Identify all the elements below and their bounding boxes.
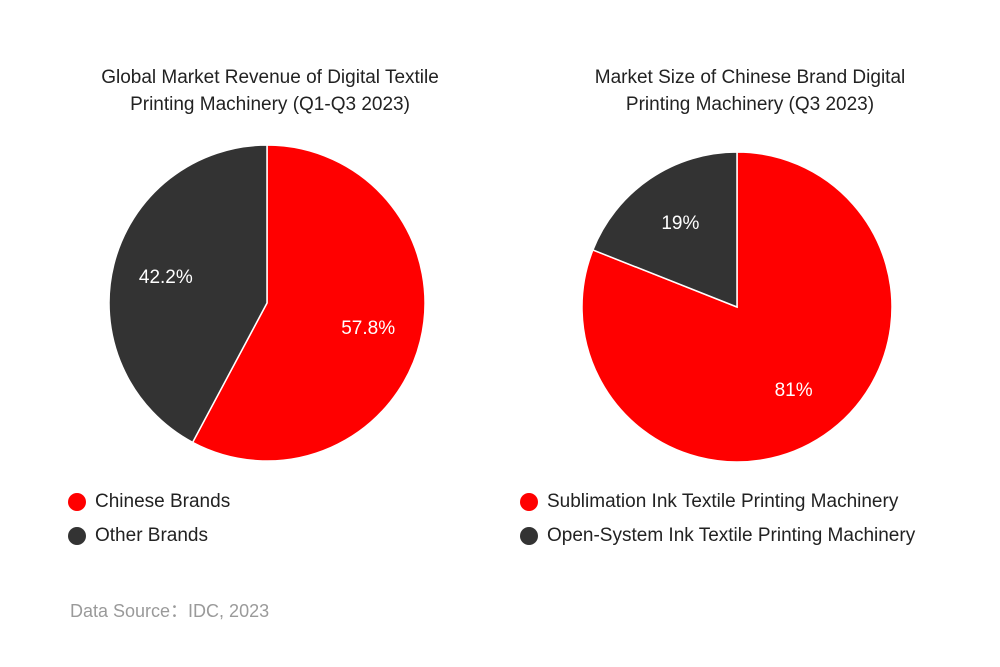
chart-title: Market Size of Chinese Brand Digital Pri…: [520, 64, 980, 118]
legend-item-open-system-ink: Open-System Ink Textile Printing Machine…: [520, 519, 915, 553]
legend-item-other-brands: Other Brands: [68, 519, 230, 553]
pie-slice-1: [591, 151, 738, 309]
legend-swatch: [520, 493, 538, 511]
chart-title: Global Market Revenue of Digital Textile…: [40, 64, 500, 118]
legend-label: Open-System Ink Textile Printing Machine…: [547, 525, 916, 546]
pie-slice-1: [108, 144, 268, 444]
legend-label: Other Brands: [95, 525, 208, 546]
legend-label: Chinese Brands: [95, 491, 231, 512]
legend-item-chinese-brands: Chinese Brands: [68, 485, 230, 519]
chart-title-line-1: Market Size of Chinese Brand Digital: [594, 67, 906, 88]
chart-title-line-2: Printing Machinery (Q3 2023): [625, 94, 875, 115]
slice-label-1: 19%: [661, 213, 699, 234]
slice-label-1: 42.2%: [139, 267, 193, 288]
chart-title-line-2: Printing Machinery (Q1-Q3 2023): [130, 94, 410, 115]
legend-swatch: [68, 527, 86, 545]
pie-chart: 57.8% 42.2%: [108, 144, 426, 462]
legend: Sublimation Ink Textile Printing Machine…: [520, 485, 915, 553]
pie-chart: 81% 19%: [581, 151, 893, 463]
chart-title-line-1: Global Market Revenue of Digital Textile: [101, 67, 439, 88]
legend-label: Sublimation Ink Textile Printing Machine…: [547, 491, 899, 512]
legend-swatch: [68, 493, 86, 511]
slice-label-0: 57.8%: [341, 318, 395, 339]
slice-label-0: 81%: [775, 380, 813, 401]
legend-swatch: [520, 527, 538, 545]
pie-slice-0: [191, 144, 426, 462]
legend: Chinese Brands Other Brands: [68, 485, 230, 553]
data-source-note: Data Source：IDC, 2023: [70, 601, 270, 621]
legend-item-sublimation-ink: Sublimation Ink Textile Printing Machine…: [520, 485, 915, 519]
